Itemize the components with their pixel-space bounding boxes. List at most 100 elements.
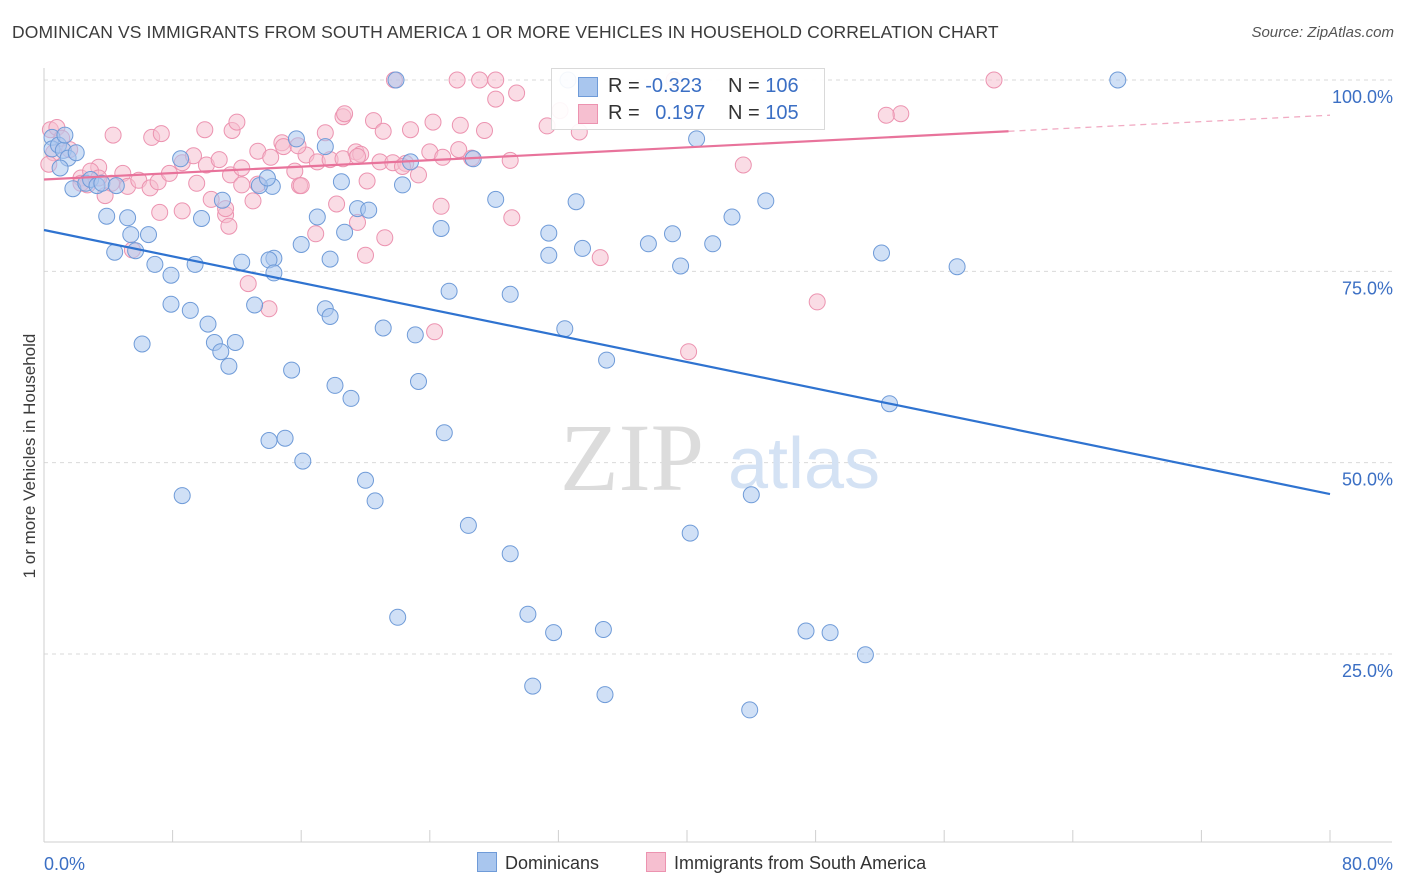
legend-item-immigrants: Immigrants from South America bbox=[646, 852, 926, 874]
data-point bbox=[260, 432, 278, 449]
data-point bbox=[365, 112, 382, 130]
data-point bbox=[283, 361, 301, 379]
watermark-zip: ZIP bbox=[560, 404, 704, 511]
stats-row-dominicans: R = -0.323 N = 106 bbox=[552, 73, 824, 99]
data-point bbox=[672, 257, 690, 275]
stats-legend: R = -0.323 N = 106 R = 0.197 N = 105 bbox=[551, 68, 825, 130]
immigrants-swatch bbox=[578, 104, 598, 124]
data-point bbox=[233, 253, 251, 271]
data-point bbox=[374, 122, 392, 140]
data-point bbox=[188, 174, 206, 192]
data-point bbox=[596, 686, 614, 704]
data-point bbox=[448, 71, 466, 89]
data-point bbox=[308, 208, 326, 226]
data-point bbox=[471, 71, 489, 89]
data-point bbox=[742, 486, 760, 504]
data-point bbox=[948, 258, 966, 276]
data-point bbox=[336, 105, 354, 123]
data-point bbox=[892, 105, 910, 123]
data-point bbox=[357, 471, 374, 489]
data-point bbox=[276, 429, 294, 447]
data-point bbox=[366, 492, 384, 510]
data-point bbox=[594, 621, 612, 638]
data-point bbox=[985, 71, 1003, 89]
series-dominicans-points bbox=[43, 71, 1127, 719]
data-point bbox=[501, 285, 519, 303]
data-point bbox=[244, 192, 262, 210]
data-point bbox=[389, 608, 407, 626]
data-point bbox=[519, 605, 537, 623]
data-point bbox=[307, 225, 325, 243]
data-point bbox=[704, 235, 722, 253]
data-point bbox=[246, 296, 264, 314]
data-point bbox=[233, 176, 251, 194]
data-point bbox=[591, 249, 609, 267]
stats-row-immigrants: R = 0.197 N = 105 bbox=[552, 100, 824, 126]
data-point bbox=[122, 226, 140, 244]
data-point bbox=[434, 148, 452, 166]
legend-swatch-pink bbox=[646, 852, 666, 872]
data-point bbox=[151, 203, 169, 221]
n-value: 106 bbox=[765, 75, 799, 97]
data-point bbox=[435, 424, 453, 442]
data-point bbox=[357, 246, 374, 264]
data-point bbox=[723, 208, 741, 226]
data-point bbox=[432, 197, 450, 215]
data-point bbox=[451, 116, 469, 134]
data-point bbox=[574, 239, 591, 257]
legend-item-dominicans: Dominicans bbox=[477, 852, 599, 874]
data-point bbox=[328, 195, 346, 213]
data-point bbox=[556, 320, 574, 338]
data-point bbox=[508, 84, 526, 102]
data-point bbox=[321, 250, 339, 268]
data-point bbox=[424, 113, 442, 131]
data-point bbox=[873, 244, 890, 262]
data-point bbox=[681, 524, 699, 542]
data-point bbox=[98, 207, 116, 225]
data-point bbox=[524, 677, 542, 695]
data-point bbox=[734, 156, 752, 174]
data-point bbox=[374, 319, 392, 337]
data-point bbox=[680, 343, 698, 361]
data-point bbox=[410, 166, 427, 184]
trend-line-extension-pink bbox=[1008, 114, 1331, 132]
data-point bbox=[213, 191, 231, 209]
data-point bbox=[228, 113, 246, 131]
legend-swatch-blue bbox=[477, 852, 497, 872]
n-value: 105 bbox=[765, 102, 799, 124]
r-text-dominicans: R = -0.323 bbox=[608, 75, 702, 98]
data-point bbox=[349, 148, 366, 165]
n-label: N = bbox=[728, 102, 760, 124]
data-point bbox=[540, 246, 558, 264]
n-text-dominicans: N = 106 bbox=[728, 75, 799, 98]
data-point bbox=[173, 487, 191, 505]
data-point bbox=[459, 516, 477, 534]
data-point bbox=[821, 624, 839, 642]
n-label: N = bbox=[728, 75, 760, 97]
y-tick-label: 50.0% bbox=[1342, 470, 1393, 490]
data-point bbox=[376, 229, 394, 247]
r-label: R = bbox=[608, 75, 640, 97]
data-point bbox=[162, 295, 180, 313]
data-point bbox=[193, 210, 210, 227]
data-point bbox=[598, 351, 616, 369]
data-point bbox=[394, 176, 411, 194]
trend-line-blue bbox=[43, 228, 1331, 496]
data-point bbox=[233, 159, 251, 177]
data-point bbox=[426, 323, 444, 341]
data-point bbox=[332, 173, 350, 191]
axes bbox=[43, 68, 1392, 843]
data-point bbox=[119, 209, 137, 227]
data-point bbox=[336, 223, 354, 241]
data-point bbox=[358, 172, 376, 190]
data-point bbox=[639, 235, 657, 253]
tick-labels: 25.0% 50.0% 75.0% 100.0% 0.0% 80.0% bbox=[44, 87, 1393, 874]
x-tick-label: 0.0% bbox=[44, 854, 85, 874]
data-point bbox=[387, 71, 405, 89]
data-point bbox=[476, 122, 493, 139]
data-point bbox=[133, 335, 151, 353]
data-point bbox=[540, 224, 558, 242]
data-point bbox=[501, 151, 519, 169]
dominicans-swatch bbox=[578, 77, 598, 97]
data-point bbox=[152, 125, 170, 143]
